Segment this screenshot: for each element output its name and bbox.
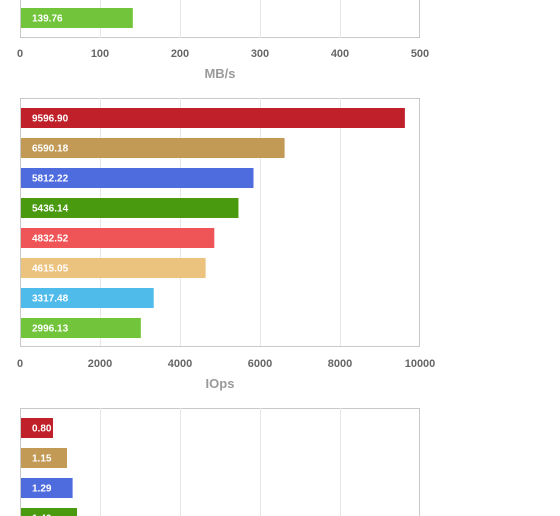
iops-chart-plot-frame xyxy=(20,98,420,347)
iops-bar-value-label: 4832.52 xyxy=(32,234,69,245)
mbps-tick-label: 300 xyxy=(251,48,269,60)
iops-bar-value-label: 2996.13 xyxy=(32,324,69,335)
mbps-chart: 139.76 0 100 200 300 400 500 MB/s xyxy=(17,0,429,81)
iops-bar-value-label: 9596.90 xyxy=(32,114,69,125)
iops-bar-value-label: 4615.05 xyxy=(32,264,69,275)
latency-chart-plot-frame xyxy=(20,408,420,516)
latency-bar xyxy=(21,508,77,516)
latency-bar xyxy=(21,448,67,468)
mbps-tick-label: 0 xyxy=(17,48,23,60)
iops-bar xyxy=(21,288,154,308)
iops-bar-value-label: 6590.18 xyxy=(32,144,69,155)
latency-bar-value-label: 1.40 xyxy=(32,514,52,516)
iops-bar xyxy=(21,168,254,188)
latency-bar-value-label: 1.29 xyxy=(32,484,52,495)
mbps-tick-label: 200 xyxy=(171,48,189,60)
iops-chart-axis-title: IOps xyxy=(206,376,235,391)
iops-bar xyxy=(21,258,206,278)
mbps-tick-label: 500 xyxy=(411,48,429,60)
iops-bar xyxy=(21,108,405,128)
mbps-bar xyxy=(21,8,133,28)
iops-tick-label: 2000 xyxy=(88,358,112,370)
iops-bar-value-label: 5436.14 xyxy=(32,204,69,215)
iops-tick-label: 0 xyxy=(17,358,23,370)
iops-chart: 9596.90 6590.18 5812.22 5436.14 4832.52 4615.… xyxy=(17,98,436,391)
iops-bar xyxy=(21,198,239,218)
latency-chart: 0.80 1.15 1.29 1.40 xyxy=(20,408,420,516)
latency-bar-value-label: 1.15 xyxy=(32,454,52,465)
latency-bar xyxy=(21,418,53,438)
iops-tick-label: 6000 xyxy=(248,358,272,370)
mbps-chart-axis-title: MB/s xyxy=(204,66,235,81)
mbps-tick-label: 100 xyxy=(91,48,109,60)
mbps-tick-label: 400 xyxy=(331,48,349,60)
iops-bar-value-label: 5812.22 xyxy=(32,174,69,185)
iops-tick-label: 8000 xyxy=(328,358,352,370)
latency-bar-value-label: 0.80 xyxy=(32,424,52,435)
iops-bar xyxy=(21,138,285,158)
iops-bar xyxy=(21,228,215,248)
iops-bar xyxy=(21,318,141,338)
mbps-bar-value-label: 139.76 xyxy=(32,14,63,25)
iops-tick-label: 4000 xyxy=(168,358,192,370)
latency-bar xyxy=(21,478,73,498)
iops-bar-value-label: 3317.48 xyxy=(32,294,69,305)
iops-tick-label: 10000 xyxy=(405,358,436,370)
